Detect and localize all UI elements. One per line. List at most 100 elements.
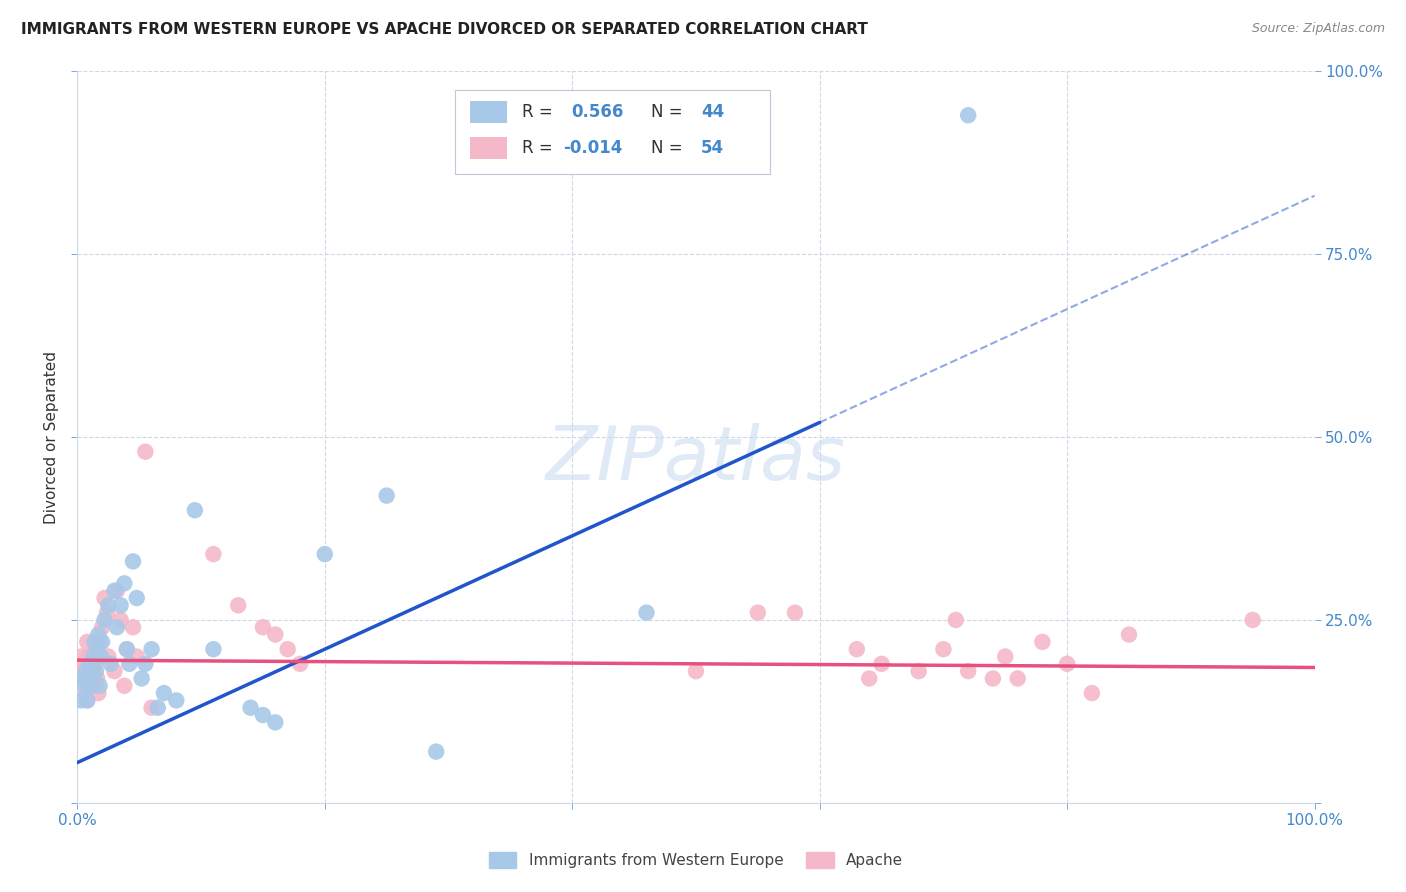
Point [73,672,96,686]
Point [73,679,96,693]
Text: R =: R = [522,103,553,120]
Point [75,686,97,700]
Legend: Immigrants from Western Europe, Apache: Immigrants from Western Europe, Apache [489,853,903,868]
Text: N =: N = [651,139,683,157]
Point [77,649,100,664]
Point [425,745,447,759]
Point [226,599,249,613]
Point [72,664,94,678]
Point [110,599,132,613]
Point [858,672,880,686]
Point [84,657,107,671]
Point [112,576,135,591]
Point [1056,657,1078,671]
Point [141,700,163,714]
Point [79,657,101,671]
Point [112,679,135,693]
Point [375,489,398,503]
Point [75,664,97,678]
Point [90,649,112,664]
Point [277,642,299,657]
Point [1081,686,1104,700]
Point [87,627,110,641]
Point [907,664,929,678]
Point [118,657,141,671]
Text: ZIPatlas: ZIPatlas [546,423,846,495]
Point [76,635,98,649]
Point [82,664,104,678]
Point [122,554,145,568]
Point [783,606,806,620]
Point [86,672,108,686]
Point [845,642,868,657]
Point [110,613,132,627]
Point [239,700,262,714]
Point [202,547,225,561]
Point [252,620,274,634]
Point [93,591,115,605]
Point [79,664,101,678]
Point [100,657,122,671]
Text: N =: N = [651,103,683,120]
Point [131,672,153,686]
Point [105,583,128,598]
Point [87,686,110,700]
Point [105,620,128,634]
Point [125,591,148,605]
Point [82,649,104,664]
Text: 0.566: 0.566 [571,103,623,120]
Point [76,693,98,707]
Point [77,672,100,686]
FancyBboxPatch shape [470,101,506,122]
Point [97,649,120,664]
Point [264,627,287,641]
Point [82,679,104,693]
Point [184,503,207,517]
Point [103,664,125,678]
Point [932,642,955,657]
Point [288,657,311,671]
Point [134,444,156,458]
Point [1031,635,1053,649]
Point [125,649,148,664]
Point [1241,613,1264,627]
Text: 44: 44 [702,103,724,120]
Point [252,708,274,723]
Point [115,642,138,657]
Point [70,693,93,707]
Text: Source: ZipAtlas.com: Source: ZipAtlas.com [1251,22,1385,36]
Point [685,664,707,678]
Point [134,657,156,671]
Point [141,642,163,657]
Point [70,649,93,664]
FancyBboxPatch shape [470,137,506,159]
Point [115,642,138,657]
Point [82,649,104,664]
Point [146,700,169,714]
Point [314,547,336,561]
Text: 54: 54 [702,139,724,157]
Point [747,606,769,620]
Point [72,657,94,671]
Point [91,620,114,634]
Point [91,635,114,649]
Point [83,635,105,649]
Point [89,679,111,693]
Y-axis label: Divorced or Separated: Divorced or Separated [44,351,59,524]
Point [1007,672,1029,686]
Point [122,620,145,634]
Point [103,583,125,598]
Text: -0.014: -0.014 [564,139,623,157]
Point [994,649,1017,664]
Point [957,108,980,122]
Point [202,642,225,657]
Point [76,693,98,707]
Point [86,642,108,657]
Text: IMMIGRANTS FROM WESTERN EUROPE VS APACHE DIVORCED OR SEPARATED CORRELATION CHART: IMMIGRANTS FROM WESTERN EUROPE VS APACHE… [21,22,868,37]
Point [93,613,115,627]
Point [153,686,176,700]
Point [72,672,94,686]
Point [84,664,107,678]
Point [80,679,103,693]
Point [1118,627,1140,641]
